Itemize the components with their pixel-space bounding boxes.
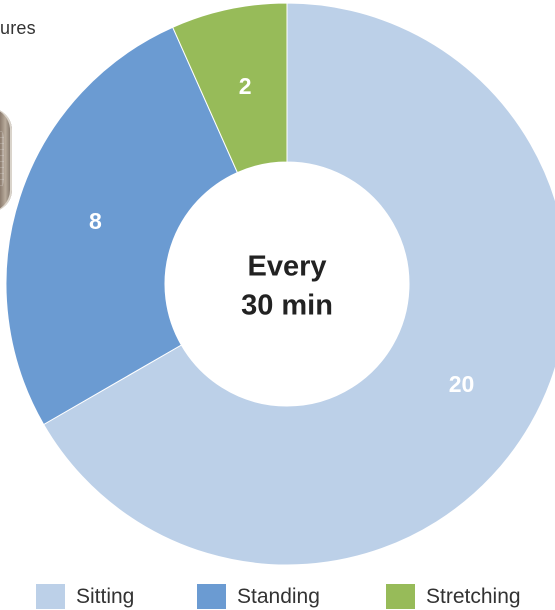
legend-item-sitting: Sitting (36, 583, 134, 609)
chart-legend: Sitting Standing Stretching (0, 580, 555, 610)
chart-slices (5, 2, 555, 566)
legend-label-sitting: Sitting (76, 584, 135, 608)
data-label-sitting: 20 (449, 371, 475, 397)
legend-swatch-stretching (386, 583, 415, 609)
legend-swatch-sitting (36, 583, 65, 609)
data-label-standing: 8 (89, 208, 102, 234)
clipped-photo-fragment (0, 108, 12, 212)
donut-hole (165, 162, 409, 406)
center-label-line-2: 30 min (241, 290, 333, 322)
clipped-title-fragment: ures (0, 18, 36, 38)
legend-item-stretching: Stretching (386, 583, 521, 609)
data-label-stretching: 2 (239, 73, 252, 99)
legend-item-standing: Standing (197, 583, 320, 609)
center-label-line-1: Every (247, 251, 326, 283)
legend-label-stretching: Stretching (426, 584, 521, 608)
legend-swatch-standing (197, 583, 226, 609)
legend-label-standing: Standing (237, 584, 320, 608)
